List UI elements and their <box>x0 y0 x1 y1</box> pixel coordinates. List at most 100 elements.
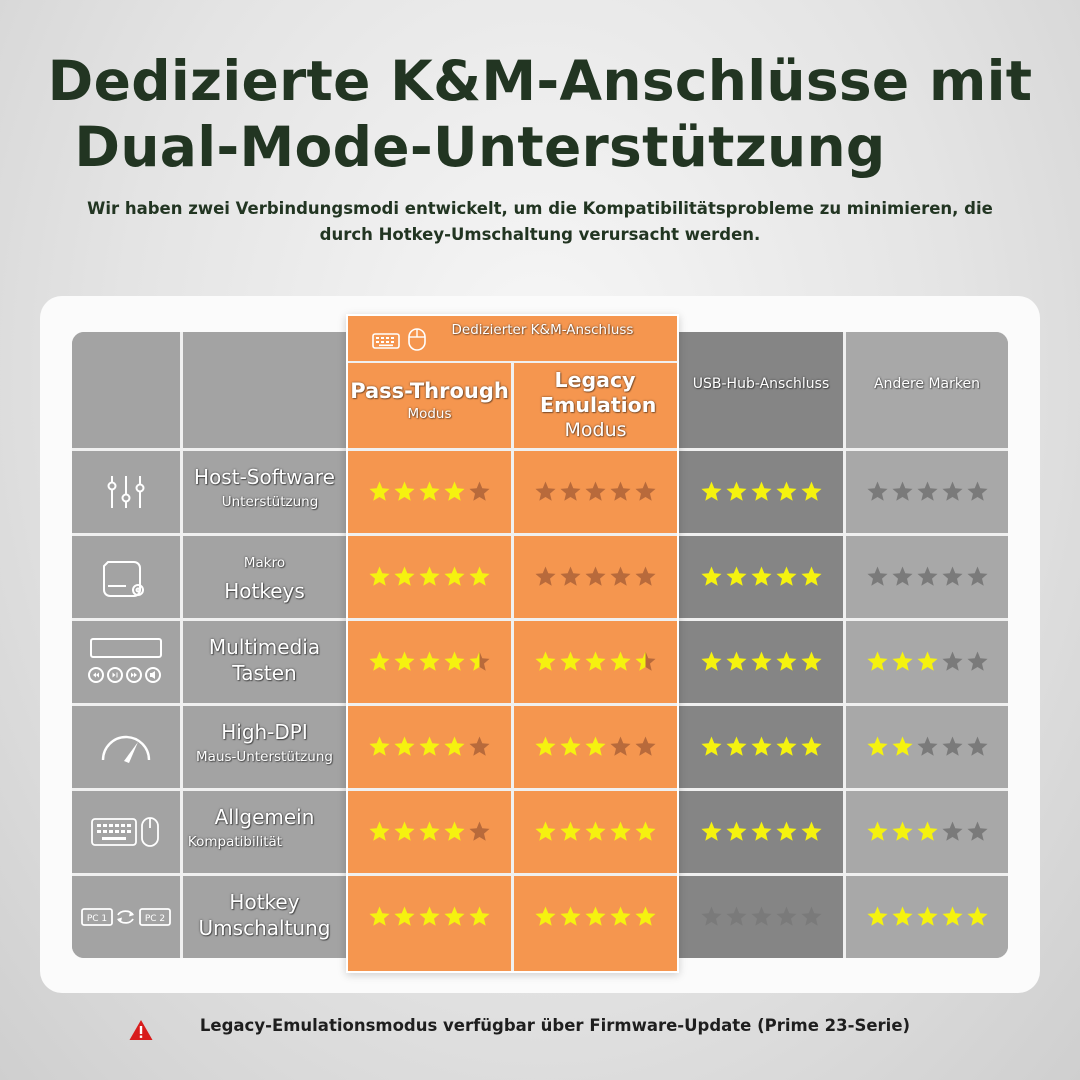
star-rating <box>534 905 657 928</box>
divider <box>72 788 346 791</box>
rating-star <box>941 566 963 586</box>
star-rating <box>866 650 989 673</box>
rating-star <box>775 481 797 501</box>
rating-star <box>891 566 913 586</box>
media-keys-icon <box>72 621 180 703</box>
rating-star <box>394 566 415 586</box>
rating-star <box>916 736 938 756</box>
rating-star <box>750 651 772 671</box>
rating-star <box>560 821 581 841</box>
rating-star <box>941 736 963 756</box>
divider <box>180 332 183 958</box>
header-empty-cell-2 <box>183 332 346 448</box>
star-rating <box>534 565 657 588</box>
rating-star <box>419 821 440 841</box>
rating-star <box>775 566 797 586</box>
rating-star <box>369 906 390 926</box>
rating-star <box>866 651 888 671</box>
row-icon-cell <box>72 536 180 618</box>
rating-star <box>966 736 988 756</box>
rating-star <box>891 821 913 841</box>
divider <box>348 873 677 876</box>
star-rating <box>700 565 823 588</box>
rating-star <box>610 566 631 586</box>
star-rating <box>700 735 823 758</box>
column-subheader-pass-through: Modus <box>407 406 452 422</box>
rating-star <box>941 651 963 671</box>
rating-star <box>800 481 822 501</box>
star-rating <box>866 735 989 758</box>
keyboard-mouse-icon <box>72 791 180 873</box>
rating-star <box>635 651 656 671</box>
row-label-cell <box>183 791 346 873</box>
page-title-line1: Dedizierte K&M-Anschlüsse mit <box>47 49 1033 113</box>
rating-star <box>444 481 465 501</box>
column-subheader-legacy-emulation: Modus <box>564 419 627 441</box>
rating-star <box>444 736 465 756</box>
rating-star <box>916 481 938 501</box>
divider <box>72 618 346 621</box>
sliders-icon <box>72 451 180 533</box>
rating-star <box>444 821 465 841</box>
header-other-brands-cell <box>846 332 1008 448</box>
divider <box>72 448 346 451</box>
rating-star <box>535 906 556 926</box>
divider <box>72 873 346 876</box>
pc1-label: PC 1 <box>87 914 107 924</box>
rating-star <box>800 651 822 671</box>
column-header-usb-hub: USB-Hub-Anschluss <box>692 376 830 392</box>
star-rating <box>866 820 989 843</box>
row-label-bottom: Umschaltung <box>198 916 331 940</box>
star-rating <box>368 565 491 588</box>
row-label-bottom: Kompatibilität <box>187 834 283 850</box>
rating-star <box>560 481 581 501</box>
rating-star <box>800 736 822 756</box>
row-label-bottom: Hotkeys <box>224 579 305 603</box>
row-label-bottom: Tasten <box>232 661 297 685</box>
row-icon-cell <box>72 621 180 703</box>
rating-star <box>369 736 390 756</box>
rating-star <box>750 566 772 586</box>
rating-star <box>469 736 490 756</box>
column-header-legacy-emulation: Legacy Emulation <box>540 368 657 417</box>
rating-star <box>775 651 797 671</box>
rating-star <box>966 481 988 501</box>
rating-star <box>635 906 656 926</box>
rating-star <box>800 821 822 841</box>
divider <box>348 448 677 451</box>
rating-star <box>535 736 556 756</box>
rating-star <box>585 736 606 756</box>
rating-star <box>560 566 581 586</box>
rating-star <box>725 821 747 841</box>
page-subtitle: Wir haben zwei Verbindungsmodi entwickel… <box>87 199 993 244</box>
row-icon-cell <box>72 791 180 873</box>
rating-star <box>891 651 913 671</box>
rating-star <box>444 906 465 926</box>
rating-star <box>700 736 722 756</box>
rating-star <box>916 821 938 841</box>
rating-star <box>966 651 988 671</box>
rating-star <box>419 736 440 756</box>
rating-star <box>394 651 415 671</box>
rating-star <box>610 906 631 926</box>
divider <box>843 332 846 958</box>
star-rating <box>700 820 823 843</box>
rating-star <box>610 736 631 756</box>
mouse-icon <box>405 326 429 356</box>
star-rating <box>534 480 657 503</box>
star-rating <box>368 650 491 673</box>
star-rating <box>368 735 491 758</box>
divider <box>511 363 514 971</box>
rating-star <box>419 906 440 926</box>
rating-star <box>800 906 822 926</box>
row-label-bottom: Maus-Unterstützung <box>196 749 333 765</box>
divider <box>348 703 677 706</box>
rating-star <box>700 651 722 671</box>
rating-star <box>419 481 440 501</box>
keyboard-icon <box>372 330 400 354</box>
rating-star <box>394 736 415 756</box>
divider <box>348 788 677 791</box>
row-label-top: Makro <box>243 555 286 571</box>
rating-star <box>750 821 772 841</box>
divider <box>72 533 346 536</box>
